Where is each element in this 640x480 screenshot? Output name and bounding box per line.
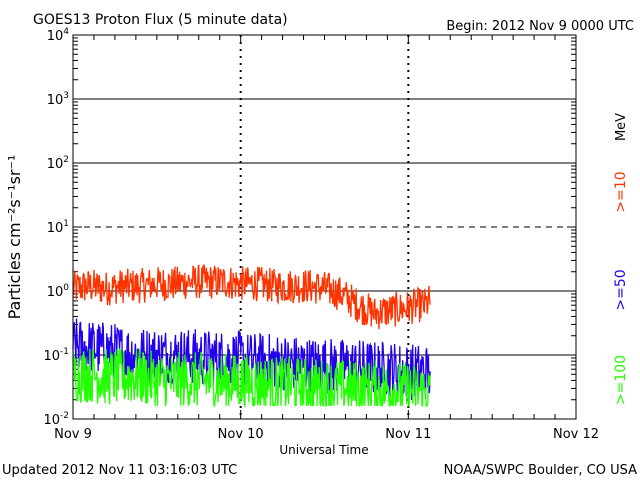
plot-frame bbox=[72, 34, 577, 420]
y-tick-label: 100 bbox=[47, 283, 70, 300]
axis-labels: 10-2 10-1 100 101 102 103 104 Nov 9 Nov 10 Nov 11… bbox=[43, 27, 599, 442]
legend-label-ge10: >=10 bbox=[613, 171, 629, 212]
legend-unit: MeV bbox=[614, 113, 629, 141]
y-tick-label: 102 bbox=[47, 155, 69, 172]
updated-time: Updated 2012 Nov 11 03:16:03 UTC bbox=[2, 463, 237, 478]
x-tick-label: Nov 11 bbox=[385, 427, 431, 442]
y-tick-label: 10-2 bbox=[43, 411, 69, 428]
y-tick-label: 104 bbox=[47, 27, 70, 44]
series-lines bbox=[72, 264, 431, 409]
y-tick-label: 10-1 bbox=[43, 347, 69, 364]
x-axis-label: Universal Time bbox=[279, 443, 368, 457]
credit: NOAA/SWPC Boulder, CO USA bbox=[444, 463, 637, 478]
x-tick-label: Nov 9 bbox=[54, 427, 92, 442]
x-tick-label: Nov 10 bbox=[218, 427, 264, 442]
y-axis-label: Particles cm⁻²s⁻¹sr⁻¹ bbox=[5, 155, 24, 320]
chart-title: GOES13 Proton Flux (5 minute data) bbox=[33, 12, 288, 28]
legend-label-ge50: >=50 bbox=[613, 269, 629, 310]
series-ge10 bbox=[72, 264, 431, 330]
legend-label-ge100: >=100 bbox=[613, 355, 629, 405]
axis-ticks bbox=[72, 34, 577, 420]
y-tick-label: 103 bbox=[47, 91, 69, 108]
x-tick-label: Nov 12 bbox=[553, 427, 599, 442]
y-tick-label: 101 bbox=[47, 219, 69, 236]
series-ge100 bbox=[72, 348, 431, 409]
legend: >=10 >=50 >=100 MeV bbox=[613, 113, 629, 405]
begin-time: Begin: 2012 Nov 9 0000 UTC bbox=[446, 19, 634, 34]
